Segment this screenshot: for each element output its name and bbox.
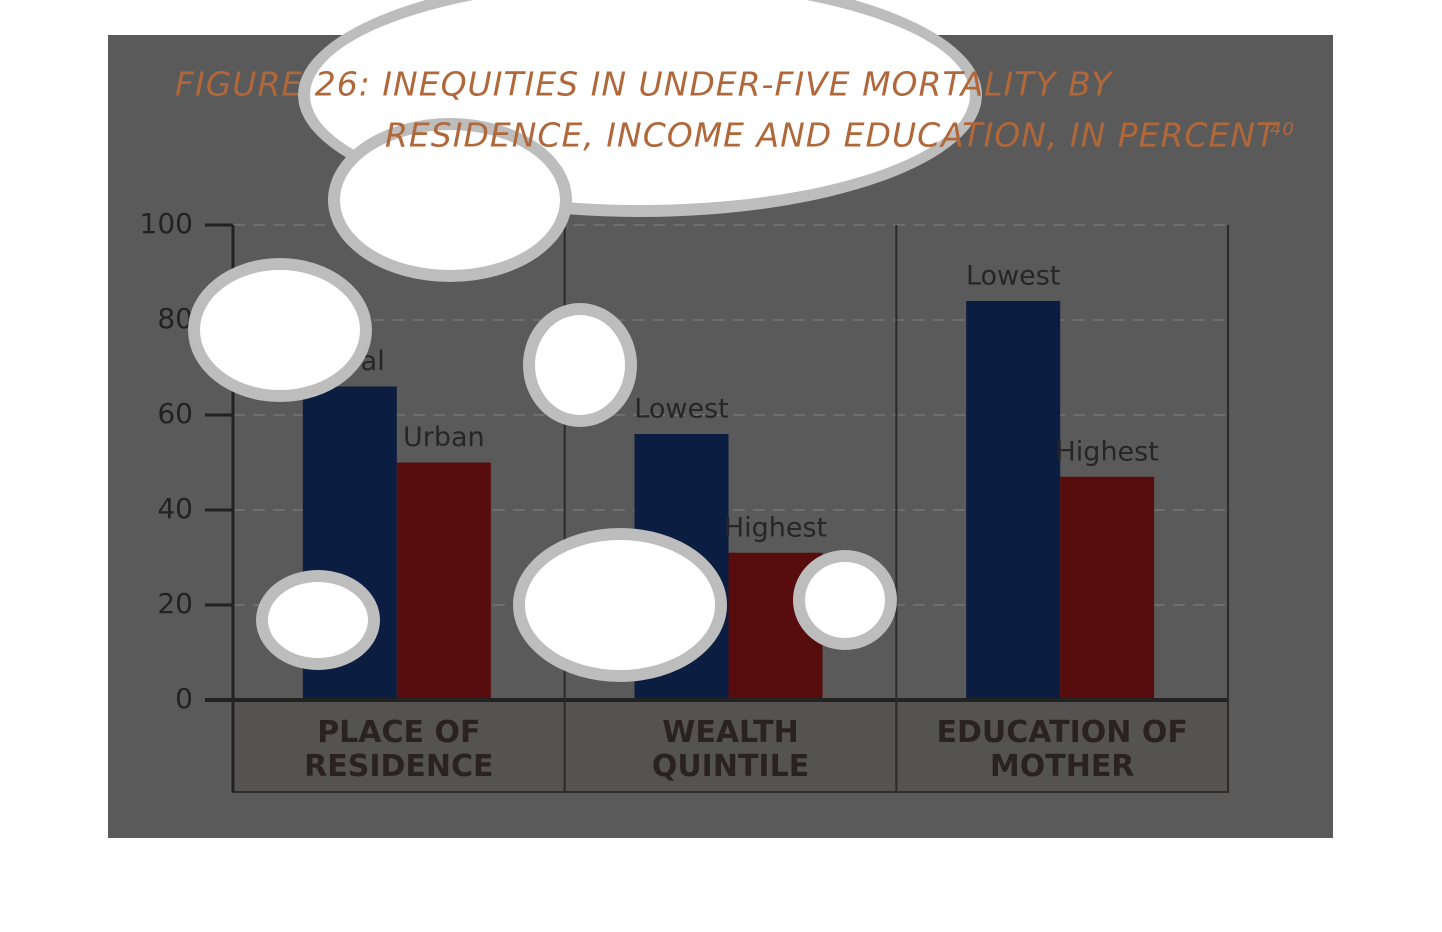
- chart-title: RESIDENCE, INCOME AND EDUCATION, IN PERC…: [385, 116, 1279, 155]
- bar: [966, 301, 1061, 700]
- category-band: [232, 699, 1229, 793]
- y-tick-label: 60: [157, 397, 193, 430]
- chart-title: FIGURE 26: INEQUITIES IN UNDER-FIVE MORT…: [175, 65, 1114, 104]
- bar-label: Lowest: [966, 261, 1060, 292]
- y-tick-label: 0: [175, 682, 193, 715]
- heatmap-blob: [340, 130, 560, 270]
- heatmap-blob: [200, 270, 360, 390]
- x-tick-label: PLACE OF RESIDENCE: [304, 715, 493, 784]
- heatmap-blob: [805, 562, 885, 638]
- heatmap-blob: [535, 315, 625, 415]
- title-note: 40: [1270, 119, 1295, 140]
- bar: [396, 462, 491, 700]
- bar-label: Lowest: [634, 394, 728, 425]
- x-tick-label: WEALTH QUINTILE: [652, 715, 809, 784]
- heatmap-blob: [525, 540, 715, 670]
- bar-label: Highest: [1056, 436, 1159, 467]
- bar: [1060, 476, 1155, 700]
- x-tick-label: EDUCATION OF MOTHER: [936, 715, 1187, 784]
- y-tick-label: 40: [157, 492, 193, 525]
- y-tick-label: 20: [157, 587, 193, 620]
- heatmap-layer: [188, 0, 982, 682]
- bar-label: Highest: [724, 512, 827, 543]
- y-tick-label: 80: [157, 302, 193, 335]
- bar-label: Urban: [403, 422, 485, 453]
- y-tick-label: 100: [140, 207, 193, 240]
- heatmap-blob: [268, 582, 368, 658]
